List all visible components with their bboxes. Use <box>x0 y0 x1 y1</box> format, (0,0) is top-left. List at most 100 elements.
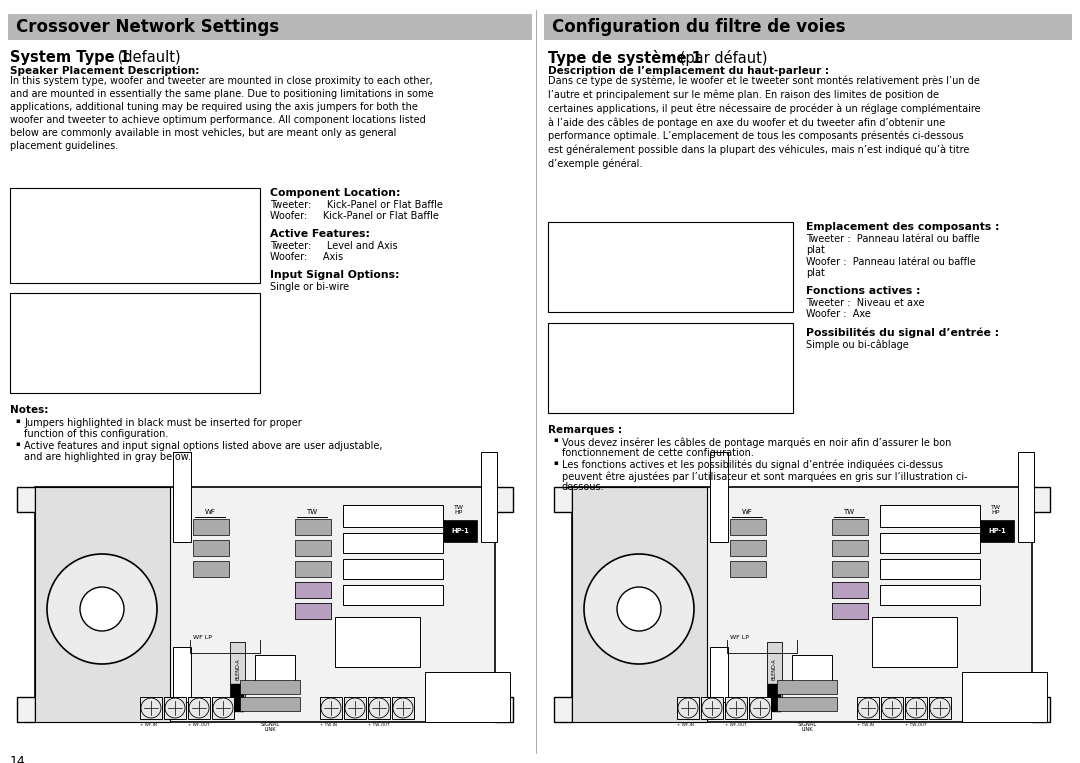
Bar <box>905 697 927 719</box>
Bar <box>750 697 771 719</box>
Text: plat: plat <box>806 268 825 278</box>
Bar <box>295 582 330 598</box>
Text: ▪: ▪ <box>15 418 19 424</box>
Text: + WF-IN: + WF-IN <box>140 723 157 727</box>
Bar <box>295 603 330 619</box>
Bar <box>730 561 766 577</box>
Text: Single or bi-wire: Single or bi-wire <box>270 282 349 292</box>
Text: 14: 14 <box>10 755 26 763</box>
Text: fonctionnement de cette configuration.: fonctionnement de cette configuration. <box>562 448 754 458</box>
Bar <box>767 642 782 697</box>
Bar <box>140 697 162 719</box>
Text: WF: WF <box>742 509 753 515</box>
Bar <box>832 582 868 598</box>
Bar <box>880 533 980 553</box>
Bar <box>343 585 443 605</box>
Bar <box>880 559 980 579</box>
Text: WF LP: WF LP <box>193 635 212 640</box>
Text: Remarques :: Remarques : <box>548 425 622 435</box>
Bar <box>832 582 868 598</box>
Bar <box>368 697 390 719</box>
Bar <box>544 14 1072 40</box>
Text: + TW-OUT: + TW-OUT <box>368 723 390 727</box>
Text: TW
HP: TW HP <box>991 505 1001 515</box>
Bar <box>677 697 699 719</box>
Bar <box>1032 487 1050 512</box>
Text: HP-1: HP-1 <box>988 528 1005 534</box>
Text: Component Location:: Component Location: <box>270 188 401 198</box>
Bar <box>725 697 747 719</box>
Bar <box>548 222 793 312</box>
Bar <box>880 505 980 527</box>
Bar <box>193 540 229 556</box>
Text: Tweeter :  Panneau latéral ou baffle: Tweeter : Panneau latéral ou baffle <box>806 234 980 244</box>
Bar <box>320 697 342 719</box>
Text: Woofer :  Panneau latéral ou baffle: Woofer : Panneau latéral ou baffle <box>806 257 975 267</box>
Bar <box>17 487 35 512</box>
Text: + TW-IN: + TW-IN <box>320 723 337 727</box>
Bar <box>495 487 513 512</box>
Text: Input Signal Options:: Input Signal Options: <box>270 270 400 280</box>
Bar <box>880 585 980 605</box>
Text: WF: WF <box>204 509 215 515</box>
Bar <box>962 672 1047 722</box>
Bar <box>173 452 191 542</box>
Text: ▪: ▪ <box>553 437 557 443</box>
Text: Configuration du filtre de voies: Configuration du filtre de voies <box>552 18 846 36</box>
Bar <box>1032 697 1050 722</box>
Bar <box>35 487 170 722</box>
Bar <box>335 617 420 667</box>
Bar <box>872 617 957 667</box>
Bar <box>295 603 330 619</box>
Text: TW: TW <box>843 509 854 515</box>
Text: In this system type, woofer and tweeter are mounted in close proximity to each o: In this system type, woofer and tweeter … <box>10 76 433 151</box>
Circle shape <box>48 554 157 664</box>
Bar <box>231 684 244 712</box>
Text: ▪: ▪ <box>553 460 557 466</box>
Circle shape <box>584 554 694 664</box>
Text: Dans ce type de système, le woofer et le tweeter sont montés relativement près l: Dans ce type de système, le woofer et le… <box>548 76 981 169</box>
Text: (default): (default) <box>113 50 180 65</box>
Text: Woofer:     Kick-Panel or Flat Baffle: Woofer: Kick-Panel or Flat Baffle <box>270 211 438 221</box>
Bar <box>832 519 868 535</box>
Bar <box>832 561 868 577</box>
Text: (par défaut): (par défaut) <box>675 50 768 66</box>
Text: Active Features:: Active Features: <box>270 229 370 239</box>
Bar <box>832 540 868 556</box>
Bar <box>548 323 793 413</box>
Text: Vous devez insérer les câbles de pontage marqués en noir afin d’assurer le bon: Vous devez insérer les câbles de pontage… <box>562 437 951 448</box>
Bar <box>295 582 330 598</box>
Text: + TW-OUT: + TW-OUT <box>905 723 927 727</box>
Text: BLEND-A: BLEND-A <box>772 658 777 681</box>
Text: peuvent être ajustées par l’utilisateur et sont marquées en gris sur l’illustrat: peuvent être ajustées par l’utilisateur … <box>562 471 968 481</box>
Bar <box>554 487 572 512</box>
Text: WF LP: WF LP <box>730 635 748 640</box>
Bar <box>777 697 837 711</box>
Bar <box>345 697 366 719</box>
Bar <box>212 697 234 719</box>
Bar <box>295 561 330 577</box>
Bar <box>929 697 951 719</box>
Text: Description de l’emplacement du haut-parleur :: Description de l’emplacement du haut-par… <box>548 66 829 76</box>
Bar <box>295 540 330 556</box>
Text: HP-1: HP-1 <box>451 528 469 534</box>
Text: Fonctions actives :: Fonctions actives : <box>806 286 920 296</box>
Text: Emplacement des composants :: Emplacement des composants : <box>806 222 999 232</box>
Text: Les fonctions actives et les possibilités du signal d’entrée indiquées ci-dessus: Les fonctions actives et les possibilité… <box>562 460 943 471</box>
Text: System Type 1: System Type 1 <box>10 50 130 65</box>
Bar <box>173 647 191 702</box>
Bar <box>730 519 766 535</box>
Bar <box>17 697 35 722</box>
Text: Active features and input signal options listed above are user adjustable,: Active features and input signal options… <box>24 441 382 451</box>
Bar <box>193 561 229 577</box>
Text: TW: TW <box>307 509 318 515</box>
Bar <box>858 697 879 719</box>
Text: SIGNAL
LINK: SIGNAL LINK <box>260 722 280 732</box>
Text: + WF-OUT: + WF-OUT <box>188 723 210 727</box>
Bar <box>768 684 781 712</box>
Circle shape <box>617 587 661 631</box>
Bar <box>710 647 728 702</box>
Bar <box>8 14 532 40</box>
Bar <box>295 519 330 535</box>
Bar <box>343 533 443 553</box>
